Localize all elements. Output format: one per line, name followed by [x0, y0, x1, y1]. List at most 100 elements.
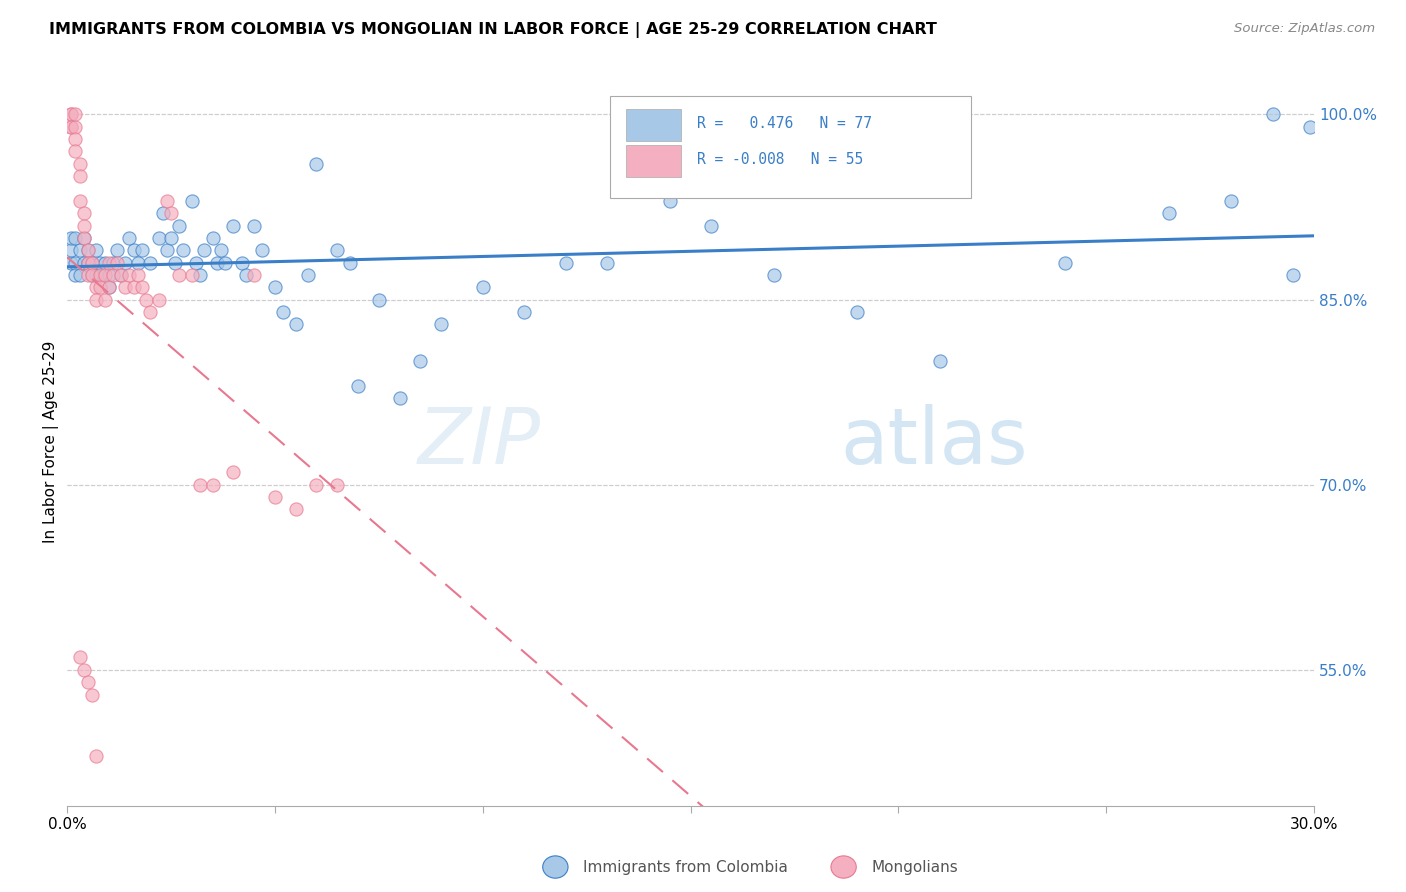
Point	[73, 219, 96, 233]
Point	[84, 280, 107, 294]
Point	[222, 466, 245, 480]
Point	[184, 255, 207, 269]
Point	[148, 231, 170, 245]
Point	[69, 169, 91, 184]
Point	[131, 244, 153, 258]
Point	[80, 688, 103, 702]
Point	[65, 107, 87, 121]
Point	[65, 231, 87, 245]
Point	[243, 219, 266, 233]
Text: atlas: atlas	[841, 403, 1028, 480]
Point	[105, 255, 128, 269]
Point	[89, 268, 111, 282]
Point	[284, 502, 307, 516]
Point	[169, 219, 191, 233]
Point	[762, 268, 785, 282]
Point	[84, 244, 107, 258]
Point	[148, 293, 170, 307]
Point	[252, 244, 274, 258]
Point	[231, 255, 253, 269]
Point	[97, 268, 120, 282]
Point	[89, 280, 111, 294]
Point	[284, 318, 307, 332]
Text: R =   0.476   N = 77: R = 0.476 N = 77	[697, 116, 872, 131]
Point	[305, 477, 328, 491]
Point	[97, 280, 120, 294]
Point	[77, 675, 100, 690]
Point	[222, 219, 245, 233]
Point	[127, 255, 149, 269]
Point	[326, 477, 349, 491]
Point	[65, 145, 87, 159]
Point	[97, 280, 120, 294]
Point	[471, 280, 494, 294]
Point	[169, 268, 191, 282]
Point	[69, 244, 91, 258]
Text: ZIP: ZIP	[418, 403, 541, 480]
Point	[80, 268, 103, 282]
Y-axis label: In Labor Force | Age 25-29: In Labor Force | Age 25-29	[44, 341, 59, 542]
Text: Immigrants from Colombia: Immigrants from Colombia	[583, 860, 789, 874]
Point	[193, 244, 215, 258]
Point	[69, 268, 91, 282]
Point	[156, 244, 179, 258]
Point	[73, 231, 96, 245]
Point	[65, 120, 87, 134]
Point	[1261, 107, 1284, 121]
Point	[172, 244, 194, 258]
Point	[243, 268, 266, 282]
Point	[122, 280, 145, 294]
Point	[80, 268, 103, 282]
Point	[131, 280, 153, 294]
Point	[69, 194, 91, 208]
Point	[73, 231, 96, 245]
FancyBboxPatch shape	[626, 145, 681, 178]
Point	[80, 255, 103, 269]
Point	[60, 255, 83, 269]
Point	[60, 244, 83, 258]
Point	[93, 255, 115, 269]
Point	[84, 749, 107, 764]
Point	[235, 268, 257, 282]
Point	[73, 255, 96, 269]
Point	[60, 107, 83, 121]
Point	[110, 268, 132, 282]
Point	[77, 244, 100, 258]
Point	[118, 268, 141, 282]
Point	[135, 293, 157, 307]
Point	[205, 255, 228, 269]
FancyBboxPatch shape	[626, 109, 681, 141]
Point	[69, 157, 91, 171]
Point	[101, 255, 124, 269]
Point	[1282, 268, 1305, 282]
Point	[658, 194, 681, 208]
Point	[152, 206, 174, 220]
Point	[65, 255, 87, 269]
Point	[165, 255, 187, 269]
Point	[513, 305, 536, 319]
Text: IMMIGRANTS FROM COLOMBIA VS MONGOLIAN IN LABOR FORCE | AGE 25-29 CORRELATION CHA: IMMIGRANTS FROM COLOMBIA VS MONGOLIAN IN…	[49, 22, 936, 38]
Point	[1219, 194, 1241, 208]
Point	[160, 206, 183, 220]
Point	[118, 231, 141, 245]
Point	[201, 231, 224, 245]
Point	[80, 255, 103, 269]
Text: Mongolians: Mongolians	[872, 860, 959, 874]
Point	[73, 206, 96, 220]
Point	[65, 268, 87, 282]
Point	[160, 231, 183, 245]
Point	[339, 255, 361, 269]
Point	[596, 255, 619, 269]
Point	[409, 354, 432, 368]
Point	[114, 280, 136, 294]
Point	[929, 354, 952, 368]
Point	[122, 244, 145, 258]
Point	[845, 305, 868, 319]
Point	[84, 293, 107, 307]
Point	[139, 255, 162, 269]
Point	[89, 255, 111, 269]
Point	[110, 268, 132, 282]
Point	[93, 268, 115, 282]
Point	[1053, 255, 1076, 269]
Point	[60, 107, 83, 121]
